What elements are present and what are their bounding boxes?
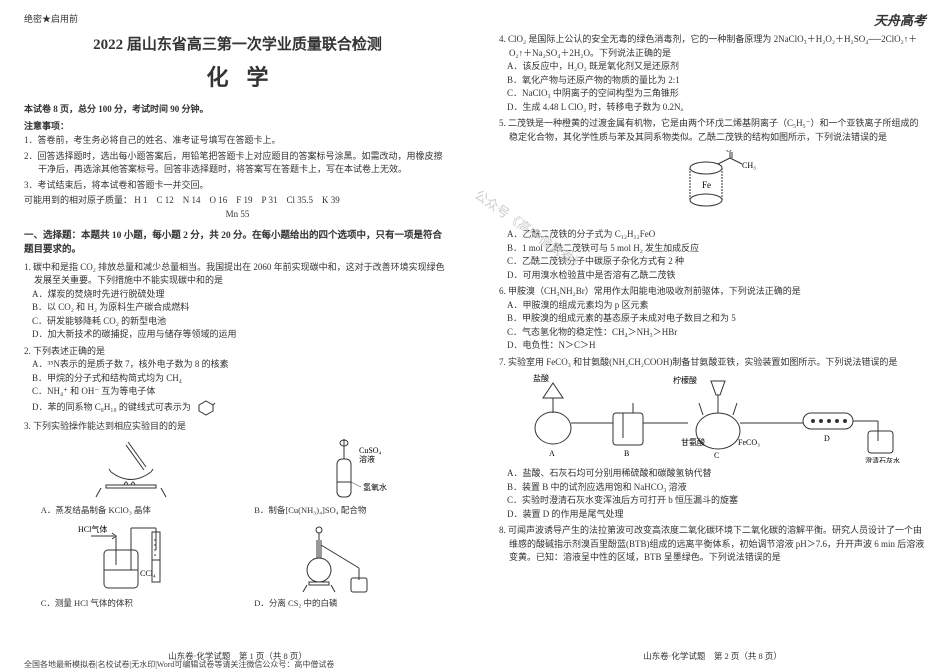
svg-text:B: B <box>624 449 629 458</box>
cuso4-label: CuSO₄ <box>359 446 382 455</box>
q6-opt-a: A．甲胺溴的组成元素均为 p 区元素 <box>521 299 926 313</box>
hcl-gas-label: HCl气体 <box>78 524 107 534</box>
q2-opt-c: C．NH₄⁺ 和 OH⁻ 互为等电子体 <box>46 385 451 399</box>
svg-text:柠檬酸: 柠檬酸 <box>673 375 697 385</box>
apparatus-figure: 盐酸 A B 柠檬酸 甘氨酸 FeCO₃ C D 澄清石灰水 <box>513 373 913 463</box>
svg-text:盐酸: 盐酸 <box>533 373 549 383</box>
section-1-heading: 一、选择题：本题共 10 小题，每小题 2 分，共 20 分。在每小题给出的四个… <box>24 229 451 258</box>
page-left: 绝密★启用前 2022 届山东省高三第一次学业质量联合检测 化学 本试卷 8 页… <box>0 0 475 672</box>
q3-fig-c-caption: C．测量 HCl 气体的体积 <box>41 597 221 609</box>
svg-text:CH₃: CH₃ <box>742 161 756 170</box>
solution-label: 溶液 <box>359 454 375 464</box>
benzene-ring-icon <box>195 399 217 417</box>
q7-opt-d: D．装置 D 的作用是尾气处理 <box>521 508 926 522</box>
svg-text:FeCO₃: FeCO₃ <box>738 438 760 447</box>
q3-fig-c: HCl气体 CCl₄ C．测量 HCl 气体的体积 <box>41 520 221 609</box>
q3-stem: 3. 下列实验操作能达到相应实验目的的是 <box>34 420 451 434</box>
note-1: 1．答卷前，考生务必将自己的姓名、准考证号填写在答题卡上。 <box>38 134 451 148</box>
svg-text:Fe: Fe <box>702 180 711 190</box>
svg-text:A: A <box>549 449 555 458</box>
q6-opt-d: D．电负性：N＞C＞H <box>521 339 926 353</box>
svg-text:O: O <box>726 150 732 154</box>
ferrocene-icon: Fe O CH₃ <box>668 150 758 220</box>
q3-fig-b-caption: B．制备[Cu(NH₃)₄]SO₄ 配合物 <box>254 504 434 516</box>
q2-opt-d: D．苯的同系物 C₈H₁₀ 的键线式可表示为 <box>46 399 451 417</box>
q4-opt-b: B．氧化产物与还原产物的物质的量比为 2:1 <box>521 74 926 88</box>
brand-label: 天舟高考 <box>874 10 926 29</box>
q3-figure-row-2: HCl气体 CCl₄ C．测量 HCl 气体的体积 <box>24 520 451 609</box>
svg-text:甘氨酸: 甘氨酸 <box>681 437 705 447</box>
q5-opt-b: B．1 mol 乙酰二茂铁可与 5 mol H₂ 发生加成反应 <box>521 242 926 256</box>
exam-title: 2022 届山东省高三第一次学业质量联合检测 <box>24 33 451 54</box>
q7-opt-c: C．实验时澄清石灰水变浑浊后方可打开 b 恒压漏斗的旋塞 <box>521 494 926 508</box>
gas-measure-icon: HCl气体 CCl₄ <box>76 520 186 595</box>
atoms-line-1: H 1 C 12 N 14 O 16 F 19 P 31 Cl 35.5 K 3… <box>134 195 339 205</box>
q5-opt-d: D．可用溴水检验苴中是否溶有乙酰二茂铁 <box>521 269 926 283</box>
q6-opt-b: B．甲胺溴的组成元素的基态原子未成对电子数目之和为 5 <box>521 312 926 326</box>
q4-opt-a: A．该反应中，H₂O₂ 既是氧化剂又是还原剂 <box>521 60 926 74</box>
q3-figure-row-1: A．蒸发结晶制备 KClO₃ 晶体 CuSO₄ 溶液 氢氧水 B．制备[Cu(N… <box>24 437 451 516</box>
q2-opt-b: B．甲烷的分子式和结构简式均为 CH₄ <box>46 372 451 386</box>
subject-title: 化学 <box>24 60 451 92</box>
note-3: 3．考试结束后，将本试卷和答题卡一并交回。 <box>38 179 451 193</box>
confidential-label: 绝密★启用前 <box>24 12 451 25</box>
q7-opt-a: A．盐酸、石灰石均可分别用稀硫酸和碳酸氢钠代替 <box>521 467 926 481</box>
q5-opt-a: A．乙酰二茂铁的分子式为 C₁₂H₁₂FeO <box>521 228 926 242</box>
q1-opt-b: B．以 CO₂ 和 H₂ 为原料生产碳合成燃料 <box>46 301 451 315</box>
q6-opt-c: C．气态氢化物的稳定性：CH₄＞NH₃＞HBr <box>521 326 926 340</box>
footer-note: 全国各地最新模拟卷|名校试卷|无水印|Word可编辑试卷等请关注微信公众号：高中… <box>24 659 334 670</box>
distillation-icon <box>289 520 399 595</box>
evaporating-dish-icon <box>76 437 186 502</box>
q3-fig-d-caption: D．分离 CS₂ 中的白磷 <box>254 597 434 609</box>
page-right: 天舟高考 公众号《高中僧试卷》 4. ClO₂ 是国际上公认的安全无毒的绿色消毒… <box>475 0 950 672</box>
q1-opt-d: D．加大新技术的碳捕捉，应用与储存等领域的运用 <box>46 328 451 342</box>
q8-stem: 8. 可闻声波诱导产生的法拉第波可改变高浓度二氧化碳环境下二氧化碳的溶解平衡。研… <box>509 524 926 565</box>
ammonia-label: 氢氧水 <box>363 482 387 492</box>
q4-opt-c: C．NaClO₃ 中阴离子的空间构型为三角锥形 <box>521 87 926 101</box>
q3-fig-a-caption: A．蒸发结晶制备 KClO₃ 晶体 <box>41 504 221 516</box>
q1-opt-a: A．煤炭的焚烧时先进行脱硫处理 <box>46 288 451 302</box>
q5-stem: 5. 二茂铁是一种橙黄的过渡金属有机物，它是由两个环戊二烯基阴离子（C₅H₅⁻）… <box>509 117 926 144</box>
q1-stem: 1. 碳中和是指 CO₂ 排放总量和减少总量相当。我国提出在 2060 年前实现… <box>34 261 451 288</box>
notes-heading: 注意事项： <box>24 119 451 132</box>
q3-fig-d: D．分离 CS₂ 中的白磷 <box>254 520 434 609</box>
q5-opt-c: C．乙酰二茂铁分子中碳原子杂化方式有 2 种 <box>521 255 926 269</box>
svg-text:D: D <box>824 434 830 443</box>
note-2: 2．回答选择题时，选出每小题答案后，用铅笔把答题卡上对应题目的答案标号涂黑。如需… <box>38 150 451 177</box>
q3-fig-b: CuSO₄ 溶液 氢氧水 B．制备[Cu(NH₃)₄]SO₄ 配合物 <box>254 437 434 516</box>
svg-text:C: C <box>714 451 719 460</box>
q4-opt-d: D．生成 4.48 L ClO₂ 时，转移电子数为 0.2Nₐ <box>521 101 926 115</box>
q7-opt-b: B．装置 B 中的试剂应选用饱和 NaHCO₃ 溶液 <box>521 481 926 495</box>
q1-opt-c: C．研发能够降耗 CO₂ 的新型电池 <box>46 315 451 329</box>
q7-stem: 7. 实验室用 FeCO₃ 和甘氨酸(NH₂CH₂COOH)制备甘氨酸亚铁，实验… <box>509 356 926 370</box>
q3-fig-a: A．蒸发结晶制备 KClO₃ 晶体 <box>41 437 221 516</box>
atoms-line-2: Mn 55 <box>24 208 451 222</box>
paper-meta: 本试卷 8 页，总分 100 分，考试时间 90 分钟。 <box>24 102 451 115</box>
atoms-lead: 可能用到的相对原子质量： <box>24 195 132 205</box>
q2-opt-a: A．³⁵N表示的是质子数 7，核外电子数为 8 的核素 <box>46 358 451 372</box>
q2-stem: 2. 下列表述正确的是 <box>34 345 451 359</box>
svg-text:澄清石灰水: 澄清石灰水 <box>865 456 900 463</box>
q6-stem: 6. 甲胺溴（CH₃NH₂Br）常用作太阳能电池吸收剂前驱体，下列说法正确的是 <box>509 285 926 299</box>
q5-structure-figure: Fe O CH₃ <box>499 150 926 222</box>
q4-stem: 4. ClO₂ 是国际上公认的安全无毒的绿色消毒剂，它的一种制备原理为 2NaC… <box>509 33 926 60</box>
dropper-tube-icon: CuSO₄ 溶液 氢氧水 <box>289 437 399 502</box>
ccl4-label: CCl₄ <box>140 569 156 578</box>
footer-right: 山东卷·化学试题 第 2 页（共 8 页） <box>475 650 950 662</box>
